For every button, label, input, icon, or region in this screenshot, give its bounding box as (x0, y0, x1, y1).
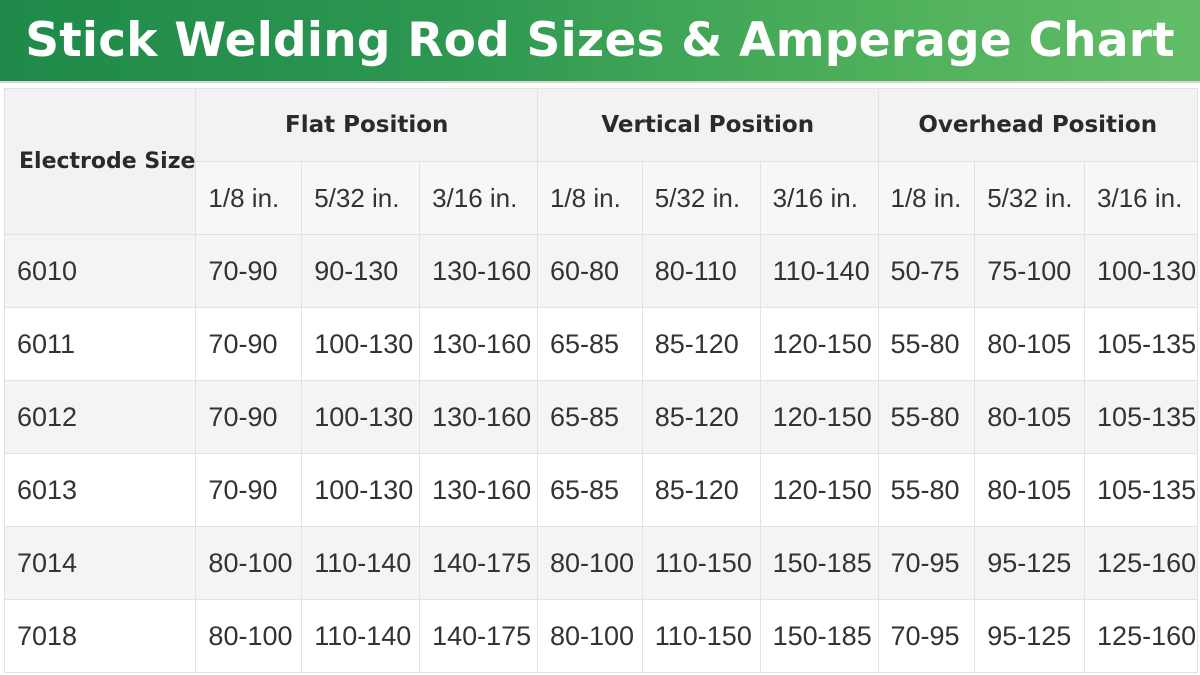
amperage-cell: 75-100 (974, 234, 1086, 308)
title-banner: Stick Welding Rod Sizes & Amperage Chart (0, 0, 1200, 83)
amperage-cell: 100-130 (301, 307, 421, 381)
group-header-row: Electrode Size Flat Position Vertical Po… (3, 88, 1198, 235)
page-title: Stick Welding Rod Sizes & Amperage Chart (25, 13, 1175, 68)
amperage-cell: 65-85 (536, 453, 643, 527)
amperage-cell: 65-85 (536, 307, 643, 381)
subheader-overhead-5-32: 5/32 in. (974, 161, 1086, 235)
amperage-cell: 140-175 (419, 526, 538, 600)
amperage-cell: 105-135 (1084, 380, 1198, 454)
amperage-cell: 70-95 (877, 526, 976, 600)
amperage-cell: 105-135 (1084, 453, 1198, 527)
subheader-overhead-3-16: 3/16 in. (1084, 161, 1198, 235)
electrode-size-header: Electrode Size (3, 88, 197, 235)
amperage-cell: 150-185 (759, 599, 879, 673)
amperage-cell: 95-125 (974, 526, 1086, 600)
amperage-cell: 100-130 (301, 380, 421, 454)
amperage-cell: 130-160 (419, 453, 538, 527)
amperage-cell: 130-160 (419, 380, 538, 454)
amperage-cell: 55-80 (877, 453, 976, 527)
amperage-cell: 90-130 (301, 234, 421, 308)
amperage-cell: 80-105 (974, 380, 1086, 454)
electrode-size-cell: 6010 (3, 234, 197, 308)
amperage-cell: 120-150 (759, 380, 879, 454)
group-header-vertical: Vertical Position (536, 88, 879, 162)
amperage-cell: 70-90 (195, 234, 303, 308)
electrode-size-cell: 6011 (3, 307, 197, 381)
subheader-vertical-5-32: 5/32 in. (641, 161, 761, 235)
subheader-overhead-1-8: 1/8 in. (877, 161, 976, 235)
amperage-cell: 110-140 (759, 234, 879, 308)
amperage-cell: 80-110 (641, 234, 761, 308)
table-row: 6013 70-90 100-130 130-160 65-85 85-120 120-15… (3, 453, 1198, 527)
table-row: 6012 70-90 100-130 130-160 65-85 85-120 120-15… (3, 380, 1198, 454)
amperage-table-container: Electrode Size Flat Position Vertical Po… (3, 88, 1198, 673)
amperage-cell: 125-160 (1084, 599, 1198, 673)
amperage-cell: 120-150 (759, 307, 879, 381)
amperage-cell: 80-100 (195, 526, 303, 600)
amperage-cell: 85-120 (641, 380, 761, 454)
amperage-cell: 60-80 (536, 234, 643, 308)
amperage-cell: 130-160 (419, 234, 538, 308)
group-header-flat: Flat Position (195, 88, 538, 162)
amperage-cell: 85-120 (641, 453, 761, 527)
amperage-cell: 110-150 (641, 599, 761, 673)
subheader-row: 1/8 in. 5/32 in. 3/16 in. 1/8 in. 5/32 i… (5, 161, 1198, 235)
amperage-cell: 55-80 (877, 307, 976, 381)
amperage-cell: 80-100 (195, 599, 303, 673)
amperage-cell: 125-160 (1084, 526, 1198, 600)
electrode-size-cell: 6013 (3, 453, 197, 527)
amperage-cell: 110-150 (641, 526, 761, 600)
subheader-flat-3-16: 3/16 in. (419, 161, 538, 235)
subheader-vertical-1-8: 1/8 in. (536, 161, 643, 235)
amperage-cell: 65-85 (536, 380, 643, 454)
subheader-vertical-3-16: 3/16 in. (759, 161, 879, 235)
amperage-cell: 110-140 (301, 599, 421, 673)
table-row: 7014 80-100 110-140 140-175 80-100 110-150 150… (3, 526, 1198, 600)
electrode-size-cell: 7014 (3, 526, 197, 600)
amperage-cell: 80-100 (536, 599, 643, 673)
amperage-cell: 140-175 (419, 599, 538, 673)
amperage-cell: 70-90 (195, 380, 303, 454)
amperage-cell: 100-130 (301, 453, 421, 527)
amperage-cell: 70-90 (195, 307, 303, 381)
subheader-flat-5-32: 5/32 in. (301, 161, 421, 235)
amperage-cell: 70-95 (877, 599, 976, 673)
amperage-cell: 110-140 (301, 526, 421, 600)
amperage-cell: 80-105 (974, 453, 1086, 527)
subheader-flat-1-8: 1/8 in. (195, 161, 303, 235)
table-row: 6010 70-90 90-130 130-160 60-80 80-110 110-140… (3, 234, 1198, 308)
table-row: 7018 80-100 110-140 140-175 80-100 110-150 150… (3, 599, 1198, 673)
amperage-cell: 105-135 (1084, 307, 1198, 381)
amperage-cell: 70-90 (195, 453, 303, 527)
electrode-size-cell: 7018 (3, 599, 197, 673)
amperage-cell: 130-160 (419, 307, 538, 381)
amperage-cell: 55-80 (877, 380, 976, 454)
amperage-table: Electrode Size Flat Position Vertical Po… (3, 88, 1198, 673)
amperage-cell: 85-120 (641, 307, 761, 381)
electrode-size-cell: 6012 (3, 380, 197, 454)
group-header-overhead: Overhead Position (877, 88, 1198, 162)
amperage-cell: 80-105 (974, 307, 1086, 381)
table-body: 6010 70-90 90-130 130-160 60-80 80-110 110-140… (3, 234, 1198, 673)
amperage-cell: 50-75 (877, 234, 976, 308)
table-row: 6011 70-90 100-130 130-160 65-85 85-120 120-15… (3, 307, 1198, 381)
amperage-cell: 120-150 (759, 453, 879, 527)
amperage-cell: 80-100 (536, 526, 643, 600)
amperage-cell: 95-125 (974, 599, 1086, 673)
amperage-cell: 100-130 (1084, 234, 1198, 308)
amperage-cell: 150-185 (759, 526, 879, 600)
